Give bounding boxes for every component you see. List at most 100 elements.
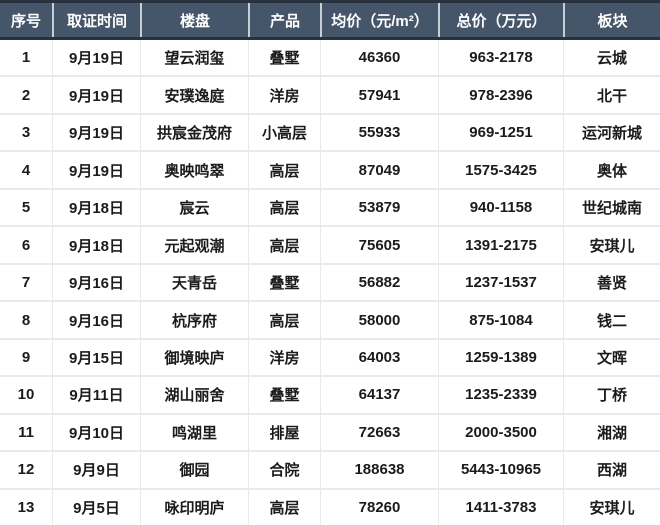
cell-total-price: 1411-3783: [438, 489, 563, 525]
cell-total-price: 940-1158: [438, 189, 563, 226]
cell-product: 洋房: [248, 339, 320, 376]
cell-district: 湘湖: [563, 414, 660, 451]
cell-date: 9月15日: [52, 339, 140, 376]
cell-avg-price: 57941: [320, 77, 438, 113]
header-cell-district: 板块: [563, 3, 660, 37]
cell-total-price: 5443-10965: [438, 452, 563, 488]
cell-name: 杭序府: [140, 302, 248, 338]
cell-avg-price: 58000: [320, 302, 438, 338]
table-row: 4 9月19日 奥映鸣翠 高层 87049 1575-3425 奥体: [0, 152, 660, 190]
cell-product: 排屋: [248, 414, 320, 451]
cell-name: 湖山丽舍: [140, 377, 248, 413]
cell-name: 御园: [140, 452, 248, 488]
table-row: 9 9月15日 御境映庐 洋房 64003 1259-1389 文晖: [0, 339, 660, 378]
header-cell-total_price: 总价（万元）: [438, 3, 563, 37]
cell-district: 北干: [563, 77, 660, 113]
table-row: 10 9月11日 湖山丽舍 叠墅 64137 1235-2339 丁桥: [0, 377, 660, 415]
header-cell-no: 序号: [10, 12, 41, 30]
cell-no: 10: [17, 386, 35, 404]
table-row: 11 9月10日 鸣湖里 排屋 72663 2000-3500 湘湖: [0, 414, 660, 453]
cell-total-price: 969-1251: [438, 114, 563, 151]
cell-no: 9: [21, 348, 31, 366]
table-row: 12 9月9日 御园 合院 188638 5443-10965 西湖: [0, 452, 660, 490]
cell-name: 奥映鸣翠: [140, 152, 248, 188]
cell-no: 1: [21, 49, 31, 67]
cell-avg-price: 55933: [320, 114, 438, 151]
cell-product: 高层: [248, 302, 320, 338]
cell-product: 小高层: [248, 114, 320, 151]
cell-no: 7: [21, 274, 31, 292]
cell-total-price: 1575-3425: [438, 152, 563, 188]
cell-product: 叠墅: [248, 40, 320, 76]
cell-avg-price: 53879: [320, 189, 438, 226]
cell-total-price: 1259-1389: [438, 339, 563, 376]
cell-product: 洋房: [248, 77, 320, 113]
cell-total-price: 1235-2339: [438, 377, 563, 413]
cell-date: 9月5日: [52, 489, 140, 525]
cell-name: 宸云: [140, 189, 248, 226]
table-row: 3 9月19日 拱宸金茂府 小高层 55933 969-1251 运河新城: [0, 114, 660, 153]
table-row: 7 9月16日 天青岳 叠墅 56882 1237-1537 善贤: [0, 264, 660, 303]
cell-product: 高层: [248, 489, 320, 525]
table-body: 1 9月19日 望云润玺 叠墅 46360 963-2178 云城 2 9月19…: [0, 40, 660, 525]
cell-district: 西湖: [563, 452, 660, 488]
table-row: 5 9月18日 宸云 高层 53879 940-1158 世纪城南: [0, 189, 660, 228]
cell-avg-price: 188638: [320, 452, 438, 488]
cell-avg-price: 87049: [320, 152, 438, 188]
cell-no: 8: [21, 311, 31, 329]
cell-total-price: 963-2178: [438, 40, 563, 76]
cell-date: 9月16日: [52, 302, 140, 338]
cell-avg-price: 75605: [320, 227, 438, 263]
cell-date: 9月19日: [52, 77, 140, 113]
cell-district: 安琪儿: [563, 227, 660, 263]
cell-no: 11: [18, 423, 34, 441]
cell-district: 世纪城南: [563, 189, 660, 226]
cell-avg-price: 78260: [320, 489, 438, 525]
cell-total-price: 978-2396: [438, 77, 563, 113]
cell-product: 合院: [248, 452, 320, 488]
cell-date: 9月11日: [52, 377, 140, 413]
cell-name: 咏印明庐: [140, 489, 248, 525]
cell-no: 12: [17, 461, 35, 479]
header-cell-avg_price: 均价（元/m²）: [320, 3, 438, 37]
cell-avg-price: 46360: [320, 40, 438, 76]
cell-total-price: 875-1084: [438, 302, 563, 338]
cell-name: 元起观潮: [140, 227, 248, 263]
cell-avg-price: 64137: [320, 377, 438, 413]
table-header: 序号 取证时间 楼盘 产品 均价（元/m²） 总价（万元） 板块: [0, 0, 660, 40]
cell-product: 高层: [248, 152, 320, 188]
cell-district: 奥体: [563, 152, 660, 188]
cell-no: 3: [21, 124, 31, 142]
cell-no: 2: [21, 86, 31, 104]
cell-name: 安璞逸庭: [140, 77, 248, 113]
cell-avg-price: 64003: [320, 339, 438, 376]
cell-product: 叠墅: [248, 264, 320, 301]
cell-total-price: 2000-3500: [438, 414, 563, 451]
cell-date: 9月19日: [52, 114, 140, 151]
cell-date: 9月18日: [52, 227, 140, 263]
cell-product: 叠墅: [248, 377, 320, 413]
cell-product: 高层: [248, 227, 320, 263]
cell-district: 善贤: [563, 264, 660, 301]
cell-district: 运河新城: [563, 114, 660, 151]
cell-total-price: 1391-2175: [438, 227, 563, 263]
header-cell-date: 取证时间: [52, 3, 140, 37]
header-cell-name: 楼盘: [140, 3, 248, 37]
cell-name: 天青岳: [140, 264, 248, 301]
cell-name: 拱宸金茂府: [140, 114, 248, 151]
cell-date: 9月16日: [52, 264, 140, 301]
cell-no: 6: [21, 236, 31, 254]
cell-district: 云城: [563, 40, 660, 76]
cell-name: 望云润玺: [140, 40, 248, 76]
cell-name: 御境映庐: [140, 339, 248, 376]
cell-district: 丁桥: [563, 377, 660, 413]
cell-date: 9月9日: [52, 452, 140, 488]
cell-date: 9月10日: [52, 414, 140, 451]
cell-district: 文晖: [563, 339, 660, 376]
cell-total-price: 1237-1537: [438, 264, 563, 301]
cell-district: 安琪儿: [563, 489, 660, 525]
table-row: 1 9月19日 望云润玺 叠墅 46360 963-2178 云城: [0, 40, 660, 78]
cell-product: 高层: [248, 189, 320, 226]
header-cell-product: 产品: [248, 3, 320, 37]
